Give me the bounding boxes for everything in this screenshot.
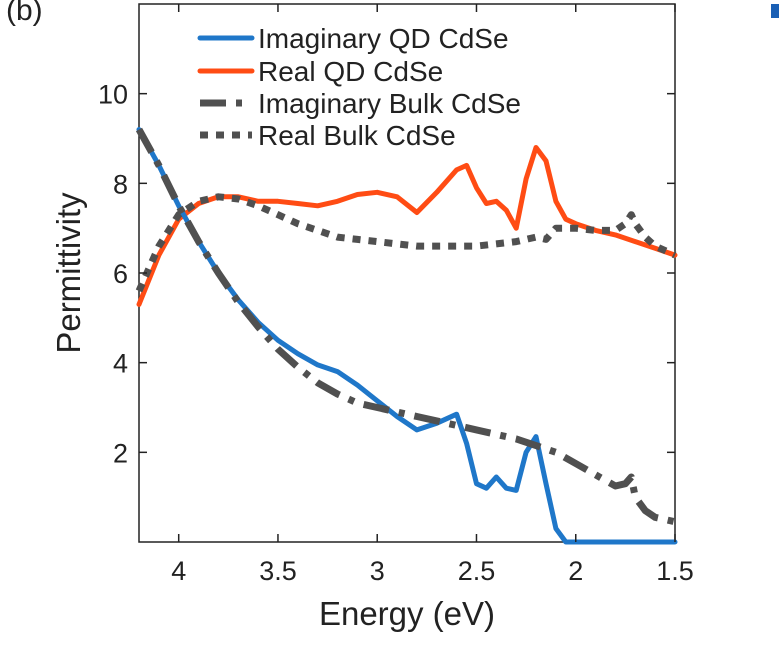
x-tick-label: 4 <box>171 556 186 586</box>
plot-area: 4 3.5 3 2.5 2 1.5 2 4 6 8 10 <box>98 3 694 586</box>
panel-label: (b) <box>6 0 43 27</box>
y-tick-label: 6 <box>113 259 128 289</box>
legend-label-real-bulk-cdse: Real Bulk CdSe <box>258 120 456 151</box>
legend-label-imaginary-qd-cdse: Imaginary QD CdSe <box>258 23 509 54</box>
y-tick-label: 2 <box>113 438 128 468</box>
series-line-real-bulk-cdse <box>135 193 677 293</box>
x-tick-label: 2.5 <box>458 556 496 586</box>
x-tick-label: 3.5 <box>259 556 297 586</box>
series-line-real-qd-cdse <box>136 145 678 307</box>
x-tick-label: 2 <box>568 556 583 586</box>
x-tick-label: 3 <box>370 556 385 586</box>
series-line-imaginary-qd-cdse <box>136 127 678 545</box>
series-layer <box>135 127 678 545</box>
y-tick-label: 4 <box>113 349 128 379</box>
y-tick-label: 10 <box>98 80 128 110</box>
y-ticks: 2 4 6 8 10 <box>98 80 675 468</box>
x-tick-label: 1.5 <box>656 556 694 586</box>
stray-corner-mark <box>771 4 779 18</box>
series-line-imaginary-bulk-cdse <box>135 127 676 526</box>
y-tick-label: 8 <box>113 169 128 199</box>
y-axis-label: Permittivity <box>50 192 87 354</box>
x-axis-label: Energy (eV) <box>319 595 495 632</box>
legend-label-imaginary-bulk-cdse: Imaginary Bulk CdSe <box>258 88 521 119</box>
legend-label-real-qd-cdse: Real QD CdSe <box>258 56 443 87</box>
x-ticks: 4 3.5 3 2.5 2 1.5 <box>171 4 694 586</box>
